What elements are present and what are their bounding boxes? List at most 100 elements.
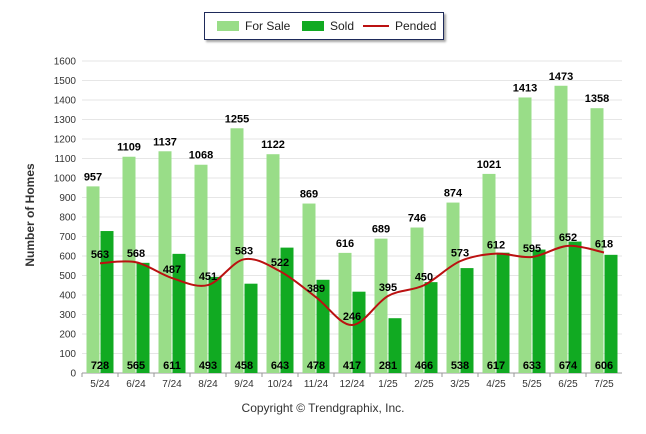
x-tick-label: 5/24 xyxy=(90,379,110,390)
label-for-sale: 1137 xyxy=(153,136,177,148)
y-tick-label: 600 xyxy=(59,252,76,263)
y-tick-label: 300 xyxy=(59,310,76,321)
label-sold: 633 xyxy=(523,360,541,372)
bar-for-sale xyxy=(302,203,316,373)
x-tick-label: 7/24 xyxy=(162,379,182,390)
label-for-sale: 746 xyxy=(408,213,426,225)
y-tick-label: 1300 xyxy=(54,115,77,126)
copyright: Copyright © Trendgraphix, Inc. xyxy=(241,401,405,415)
label-pended: 573 xyxy=(451,247,469,259)
bar-sold xyxy=(352,291,366,373)
bar-for-sale xyxy=(482,173,496,373)
y-tick-label: 1600 xyxy=(54,57,77,68)
x-tick-label: 10/24 xyxy=(267,379,292,390)
bar-sold xyxy=(316,279,330,373)
label-pended: 451 xyxy=(199,271,217,283)
legend-item-for-sale[interactable]: For Sale xyxy=(217,19,290,33)
grid xyxy=(82,60,622,374)
y-tick-label: 900 xyxy=(59,193,76,204)
legend: For Sale Sold Pended xyxy=(204,12,444,40)
label-sold: 493 xyxy=(199,360,217,372)
label-for-sale: 1068 xyxy=(189,150,213,162)
x-tick-label: 1/25 xyxy=(378,379,398,390)
legend-swatch-sold xyxy=(302,21,324,31)
bar-for-sale xyxy=(158,151,172,373)
x-tick-label: 11/24 xyxy=(304,379,329,390)
bar-sold xyxy=(496,252,510,373)
y-axis-label: Number of Homes xyxy=(23,163,37,267)
bar-for-sale xyxy=(410,227,424,373)
bars xyxy=(86,85,618,373)
label-sold: 728 xyxy=(91,360,109,372)
label-pended: 563 xyxy=(91,249,109,261)
label-sold: 606 xyxy=(595,360,613,372)
bar-for-sale xyxy=(230,128,244,373)
label-for-sale: 1413 xyxy=(513,82,537,94)
label-pended: 246 xyxy=(343,311,361,323)
y-tick-label: 100 xyxy=(59,349,76,360)
bar-sold xyxy=(460,268,474,373)
bar-sold xyxy=(172,253,186,373)
label-pended: 395 xyxy=(379,282,397,294)
x-tick-label: 4/25 xyxy=(486,379,506,390)
bar-for-sale xyxy=(374,238,388,373)
bar-for-sale xyxy=(338,252,352,373)
legend-label-pended: Pended xyxy=(395,19,437,33)
label-pended: 568 xyxy=(127,248,145,260)
label-pended: 652 xyxy=(559,232,577,244)
y-tick-label: 400 xyxy=(59,291,76,302)
x-tick-label: 6/24 xyxy=(126,379,146,390)
legend-label-for-sale: For Sale xyxy=(245,19,291,33)
bar-sold xyxy=(424,282,438,373)
label-sold: 417 xyxy=(343,360,361,372)
bar-sold xyxy=(100,231,114,373)
bar-sold xyxy=(388,318,402,373)
label-sold: 466 xyxy=(415,360,433,372)
x-tick-label: 6/25 xyxy=(558,379,578,390)
label-sold: 643 xyxy=(271,360,289,372)
pended-line xyxy=(99,244,605,327)
data-labels: 957 728 1109 565 1137 611 1068 493 1255 458 1122 64… xyxy=(84,71,613,372)
label-for-sale: 957 xyxy=(84,171,102,183)
y-tick-label: 200 xyxy=(59,330,76,341)
label-for-sale: 1109 xyxy=(117,142,141,154)
bar-sold xyxy=(244,283,258,373)
bar-sold xyxy=(280,247,294,373)
x-tick-label: 3/25 xyxy=(450,379,470,390)
y-tick-label: 800 xyxy=(59,213,76,224)
bar-for-sale xyxy=(86,186,100,373)
bar-for-sale xyxy=(446,202,460,373)
label-sold: 674 xyxy=(559,360,578,372)
label-sold: 281 xyxy=(379,360,397,372)
y-tick-label: 1000 xyxy=(54,174,77,185)
legend-item-sold[interactable]: Sold xyxy=(302,19,354,33)
label-for-sale: 1255 xyxy=(225,113,249,125)
label-sold: 458 xyxy=(235,360,253,372)
label-sold: 538 xyxy=(451,360,469,372)
x-tick-label: 2/25 xyxy=(414,379,434,390)
y-tick-label: 1500 xyxy=(54,76,77,87)
label-sold: 478 xyxy=(307,360,325,372)
label-for-sale: 616 xyxy=(336,238,354,250)
label-pended: 450 xyxy=(415,271,433,283)
bar-for-sale xyxy=(590,108,604,373)
label-for-sale: 874 xyxy=(444,188,463,200)
legend-swatch-for-sale xyxy=(217,21,239,31)
label-for-sale: 1473 xyxy=(549,71,573,83)
legend-item-pended[interactable]: Pended xyxy=(363,19,436,33)
bar-sold xyxy=(568,241,582,373)
x-tick-label: 5/25 xyxy=(522,379,542,390)
x-tick-label: 9/24 xyxy=(234,379,254,390)
bar-for-sale xyxy=(518,97,532,373)
legend-label-sold: Sold xyxy=(330,19,355,33)
x-tick-label: 12/24 xyxy=(339,379,364,390)
x-tick-label: 7/25 xyxy=(594,379,614,390)
y-tick-label: 1200 xyxy=(54,135,77,146)
label-for-sale: 1358 xyxy=(585,93,609,105)
y-tick-label: 1100 xyxy=(54,154,76,165)
label-for-sale: 1021 xyxy=(477,159,501,171)
legend-swatch-pended xyxy=(363,25,389,27)
label-pended: 618 xyxy=(595,238,613,250)
label-sold: 611 xyxy=(163,360,181,372)
